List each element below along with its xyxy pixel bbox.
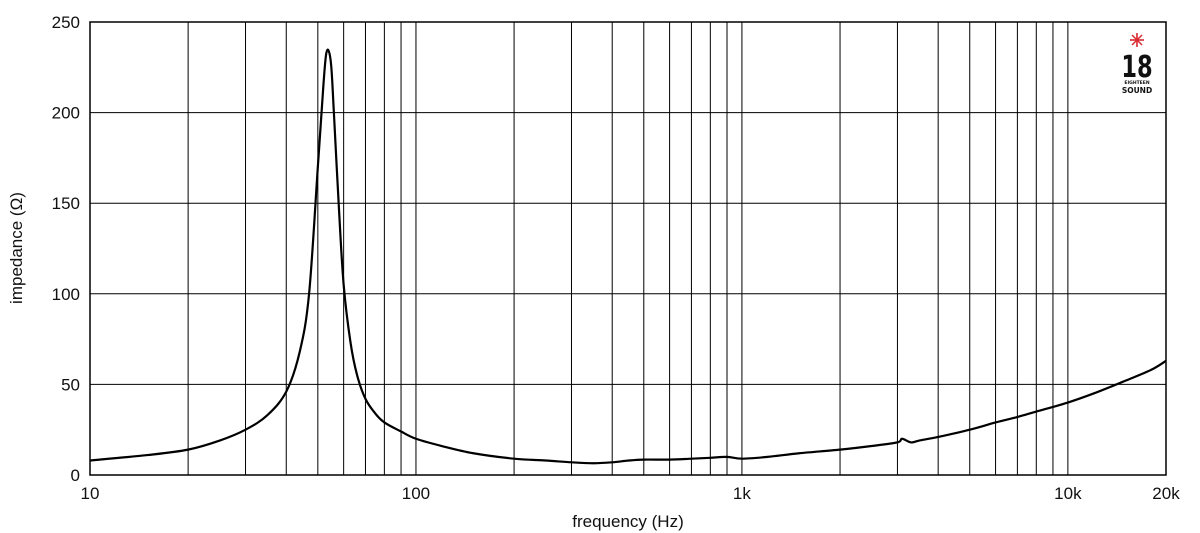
- logo-line2: SOUND: [1122, 86, 1152, 95]
- x-tick-label: 1k: [733, 484, 751, 503]
- y-tick-label: 50: [61, 375, 80, 394]
- y-tick-label: 250: [52, 13, 80, 32]
- y-axis-label: impedance (Ω): [7, 192, 26, 304]
- x-axis-label: frequency (Hz): [572, 512, 683, 531]
- logo-line1: EIGHTEEN: [1124, 80, 1149, 86]
- x-tick-label: 20k: [1152, 484, 1180, 503]
- x-tick-labels: 10 100 1k 10k 20k: [81, 484, 1181, 503]
- x-tick-label: 10k: [1054, 484, 1082, 503]
- x-tick-label: 10: [81, 484, 100, 503]
- logo-number: 18: [1121, 50, 1152, 85]
- y-tick-labels: 0 50 100 150 200 250: [52, 13, 80, 485]
- plot-frame: [89, 21, 1167, 476]
- x-tick-label: 100: [402, 484, 430, 503]
- impedance-curve: [89, 48, 1167, 465]
- y-tick-label: 100: [52, 285, 80, 304]
- y-tick-label: 150: [52, 194, 80, 213]
- eighteen-sound-logo: 18 EIGHTEEN SOUND: [1121, 33, 1153, 95]
- y-tick-label: 0: [71, 466, 80, 485]
- y-tick-label: 200: [52, 104, 80, 123]
- star-icon: [1130, 33, 1144, 47]
- grid-lines: [90, 22, 1166, 475]
